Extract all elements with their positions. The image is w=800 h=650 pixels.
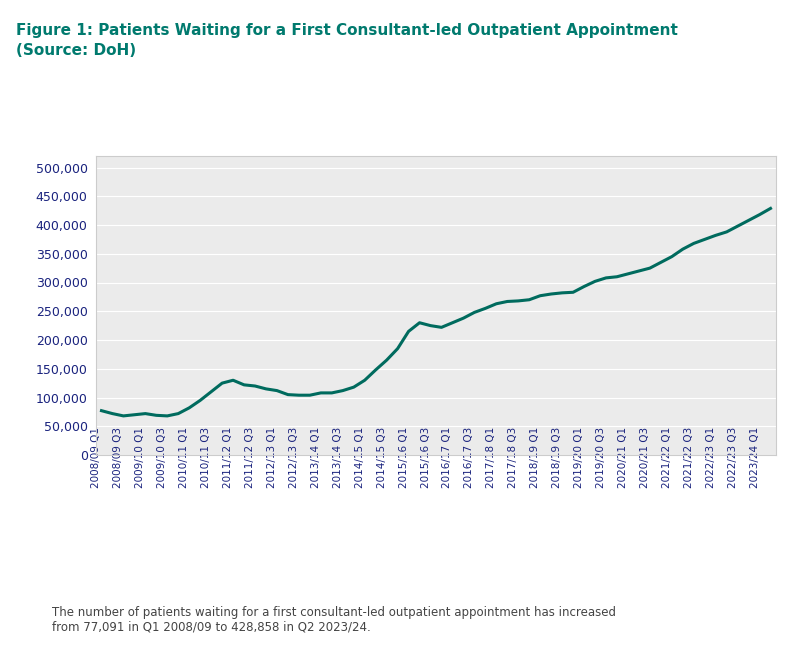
Text: Figure 1: Patients Waiting for a First Consultant-led Outpatient Appointment
(So: Figure 1: Patients Waiting for a First C… <box>16 23 678 58</box>
Text: The number of patients waiting for a first consultant-led outpatient appointment: The number of patients waiting for a fir… <box>52 606 616 634</box>
